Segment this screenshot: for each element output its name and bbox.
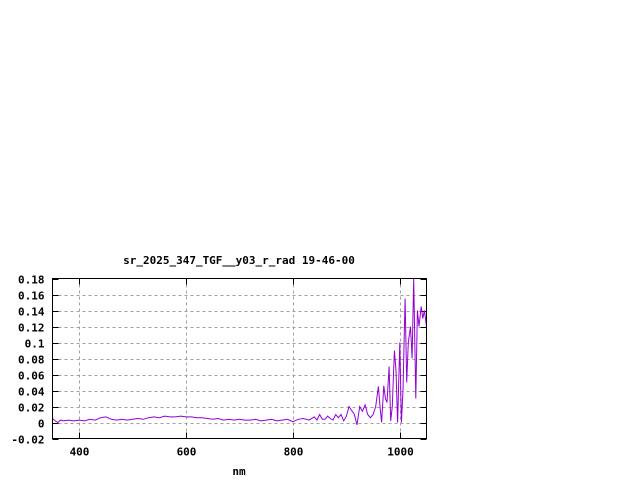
y-tick-label: 0 xyxy=(38,418,45,431)
x-tick-label: 800 xyxy=(284,446,304,459)
x-tick-label: 600 xyxy=(177,446,197,459)
series-line xyxy=(52,278,427,426)
x-axis-label: nm xyxy=(232,465,246,478)
plot-frame xyxy=(52,278,427,439)
y-tick-label: 0.08 xyxy=(18,354,45,367)
chart-title: sr_2025_347_TGF__y03_r_rad 19-46-00 xyxy=(123,254,355,267)
y-tick-label: 0.12 xyxy=(18,322,45,335)
y-tick-label: 0.1 xyxy=(25,338,45,351)
y-tick-label: 0.02 xyxy=(18,402,45,415)
y-tick-label: -0.02 xyxy=(11,434,44,447)
y-tick-label: 0.18 xyxy=(18,274,45,287)
y-tick-label: 0.04 xyxy=(18,386,45,399)
grid xyxy=(52,278,427,439)
y-tick-label: 0.06 xyxy=(18,370,45,383)
x-tick-label: 1000 xyxy=(387,446,414,459)
y-tick-label: 0.16 xyxy=(18,290,45,303)
axis-ticks: -0.02 0 0.02 0.04 0.06 0.08 0.1 0.12 0.14 0.16 0.1… xyxy=(11,274,427,459)
x-tick-label: 400 xyxy=(70,446,90,459)
y-tick-label: 0.14 xyxy=(18,306,45,319)
